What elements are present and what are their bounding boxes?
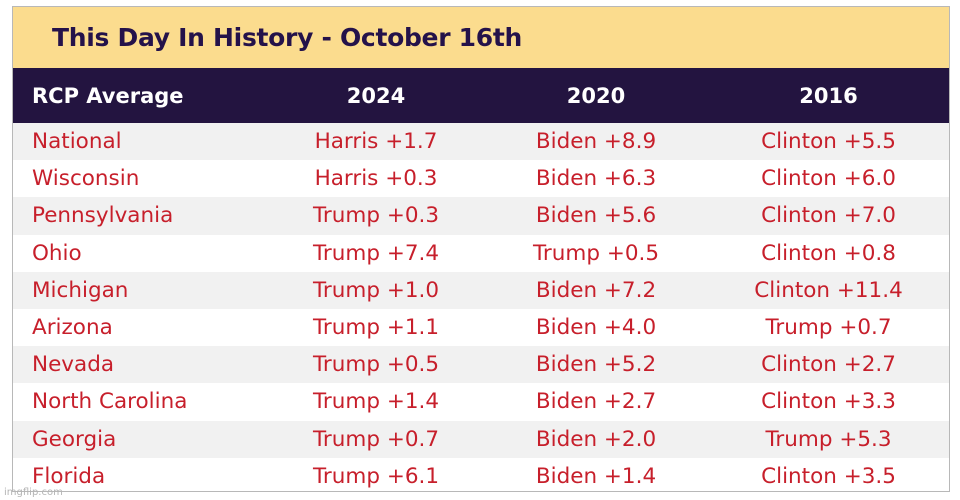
cell-value-2016: Clinton +7.0 xyxy=(761,203,896,229)
cell-value-2016: Trump +5.3 xyxy=(765,426,892,452)
cell-state: National xyxy=(32,129,122,155)
table-row: Wisconsin Harris +0.3 Biden +6.3 Clinton +6… xyxy=(13,160,949,198)
cell-value-2024: Harris +1.7 xyxy=(314,129,438,155)
cell-value-2024: Trump +1.0 xyxy=(312,277,440,303)
cell-value-2020: Biden +8.9 xyxy=(535,129,657,155)
cell-value-2020: Trump +0.5 xyxy=(532,240,660,266)
table-row: North Carolina Trump +1.4 Biden +2.7 Clinto… xyxy=(13,383,949,421)
cell-value-2016: Clinton +6.0 xyxy=(761,166,896,192)
watermark: imgflip.com xyxy=(4,487,63,498)
cell-value-2016: Clinton +2.7 xyxy=(761,352,896,378)
cell-value-2024: Trump +7.4 xyxy=(312,240,440,266)
cell-value-2020: Biden +6.3 xyxy=(535,166,657,192)
table-body: National Harris +1.7 Biden +8.9 Clinton +5.… xyxy=(13,123,949,491)
table-row: Michigan Trump +1.0 Biden +7.2 Clinton +11.… xyxy=(13,271,949,309)
page-title: This Day In History - October 16th xyxy=(52,23,522,52)
column-header-2016: 2016 xyxy=(799,83,858,108)
column-header-2020: 2020 xyxy=(566,83,626,108)
cell-value-2020: Biden +4.0 xyxy=(535,315,657,341)
column-header-rcp-average: RCP Average xyxy=(32,83,184,108)
cell-value-2020: Biden +1.4 xyxy=(535,463,657,489)
cell-value-2020: Biden +5.6 xyxy=(535,203,657,229)
column-header-2024: 2024 xyxy=(346,83,406,108)
history-card: This Day In History - October 16th RCP A… xyxy=(12,6,950,492)
polling-table: RCP Average 2024 2020 2016 National Harri… xyxy=(13,68,949,491)
cell-state: Georgia xyxy=(32,426,117,452)
cell-state: Michigan xyxy=(32,277,129,303)
table-row: Nevada Trump +0.5 Biden +5.2 Clinton +2.7 xyxy=(13,346,949,384)
cell-value-2016: Clinton +0.8 xyxy=(761,240,896,266)
cell-state: North Carolina xyxy=(32,389,188,415)
cell-value-2016: Clinton +11.4 xyxy=(754,277,903,303)
cell-value-2024: Trump +0.3 xyxy=(312,203,440,229)
table-row: Ohio Trump +7.4 Trump +0.5 Clinton +0.8 xyxy=(13,234,949,272)
cell-value-2016: Clinton +3.3 xyxy=(761,389,896,415)
cell-value-2020: Biden +2.7 xyxy=(535,389,657,415)
cell-state: Ohio xyxy=(32,240,82,266)
cell-value-2024: Trump +0.7 xyxy=(312,426,440,452)
cell-value-2016: Trump +0.7 xyxy=(765,315,892,341)
table-row: Georgia Trump +0.7 Biden +2.0 Trump +5.3 xyxy=(13,420,949,458)
table-row: Florida Trump +6.1 Biden +1.4 Clinton +3.5 xyxy=(13,457,949,491)
table-row: Arizona Trump +1.1 Biden +4.0 Trump +0.7 xyxy=(13,308,949,347)
cell-value-2020: Biden +7.2 xyxy=(535,277,657,303)
cell-value-2016: Clinton +3.5 xyxy=(761,463,896,489)
cell-value-2024: Trump +1.4 xyxy=(312,389,440,415)
table-header-row: RCP Average 2024 2020 2016 xyxy=(13,68,949,123)
cell-value-2024: Trump +1.1 xyxy=(312,315,440,341)
cell-state: Florida xyxy=(32,463,106,489)
cell-value-2024: Trump +0.5 xyxy=(312,352,440,378)
cell-value-2020: Biden +5.2 xyxy=(535,352,657,378)
cell-value-2024: Harris +0.3 xyxy=(314,166,438,192)
cell-state: Arizona xyxy=(32,315,113,341)
cell-state: Wisconsin xyxy=(32,166,140,192)
title-bar: This Day In History - October 16th xyxy=(13,7,949,68)
cell-value-2016: Clinton +5.5 xyxy=(761,129,896,155)
cell-value-2024: Trump +6.1 xyxy=(312,463,440,489)
cell-state: Nevada xyxy=(32,352,115,378)
table-row: National Harris +1.7 Biden +8.9 Clinton +5.… xyxy=(13,123,949,161)
cell-state: Pennsylvania xyxy=(32,203,174,229)
table-row: Pennsylvania Trump +0.3 Biden +5.6 Clinton … xyxy=(13,197,949,235)
cell-value-2020: Biden +2.0 xyxy=(535,426,657,452)
